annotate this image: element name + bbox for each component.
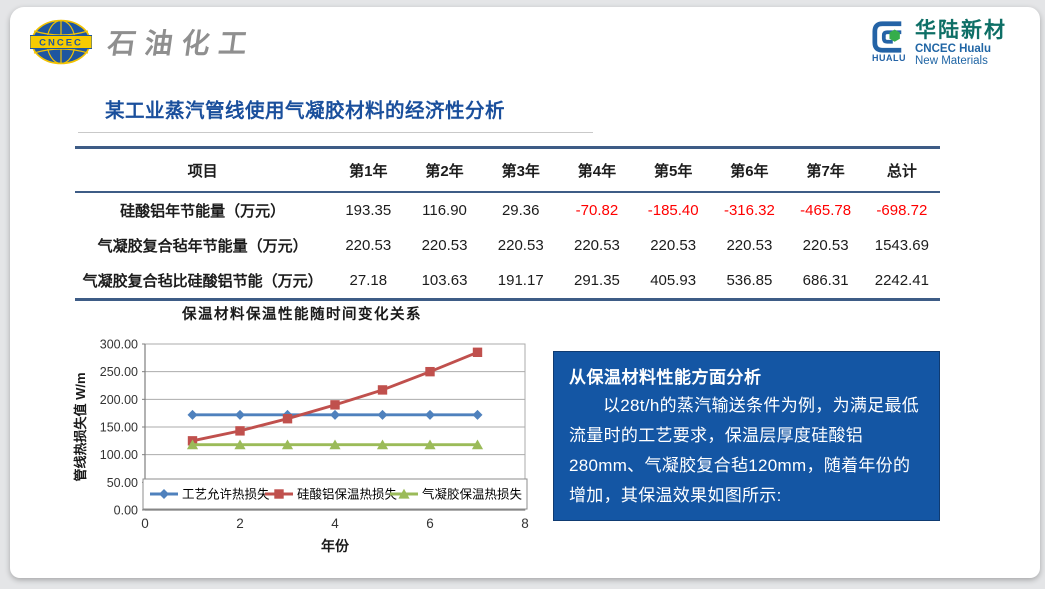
- svg-text:200.00: 200.00: [100, 393, 138, 407]
- table-value-cell: 536.85: [726, 272, 773, 289]
- title-underline: [78, 132, 593, 133]
- table-value-cell: 686.31: [802, 272, 849, 289]
- svg-text:250.00: 250.00: [100, 365, 138, 379]
- chart-legend: 工艺允许热损失 硅酸铝保温热损失 气凝胶保温热损失: [142, 478, 528, 510]
- table-value-cell: 29.36: [501, 202, 540, 219]
- table-value-cell: 220.53: [497, 237, 544, 254]
- cncec-acronym: CNCEC: [39, 38, 83, 49]
- table-value-cell: -185.40: [647, 202, 699, 219]
- table-value-cell: -698.72: [876, 202, 928, 219]
- svg-text:150.00: 150.00: [100, 421, 138, 435]
- table-header-cell: 第4年: [558, 147, 636, 193]
- chart-series: [187, 347, 483, 446]
- page-title: 某工业蒸汽管线使用气凝胶材料的经济性分析: [105, 100, 506, 122]
- table-value-cell: -316.32: [723, 202, 775, 219]
- svg-text:50.00: 50.00: [107, 476, 138, 490]
- hualu-bracket-icon: [872, 21, 902, 53]
- table-value-cell: 103.63: [421, 272, 468, 289]
- table-header-cell: 第5年: [635, 147, 712, 193]
- table-value-cell: 405.93: [650, 272, 697, 289]
- table-value-cell: 193.35: [345, 202, 392, 219]
- hualu-logo-block: HUALU 华陆新材 CNCEC Hualu New Materials: [870, 19, 1007, 68]
- petrochemical-brand-text: 石油化工: [105, 28, 258, 59]
- table-value-cell: 2242.41: [874, 272, 929, 289]
- y-axis-ticks: 0.00 50.00 100.00 150.00 200.00 250.00 300.00: [100, 338, 145, 518]
- table-row: 气凝胶复合毡比硅酸铝节能（万元） 27.18 103.63 191.17 291.35 4…: [75, 263, 940, 300]
- chart-title: 保温材料保温性能随时间变化关系: [182, 306, 422, 323]
- table-header-cell: 第1年: [330, 147, 407, 193]
- chart-series: [187, 409, 483, 420]
- table-row: 气凝胶复合毡年节能量（万元） 220.53 220.53 220.53 220.53 22…: [75, 228, 940, 263]
- svg-text:气凝胶保温热损失: 气凝胶保温热损失: [422, 487, 523, 502]
- svg-text:硅酸铝保温热损失: 硅酸铝保温热损失: [297, 487, 398, 502]
- table-value-cell: 27.18: [349, 272, 388, 289]
- cncec-logo-block: CNCEC 石油化工: [30, 18, 258, 66]
- svg-text:6: 6: [426, 516, 434, 531]
- table-value-cell: -465.78: [800, 202, 852, 219]
- hualu-text-block: 华陆新材 CNCEC Hualu New Materials: [915, 19, 1007, 68]
- table-value-cell: 220.53: [345, 237, 392, 254]
- table-header-cell: 第7年: [787, 147, 864, 193]
- table-row: 硅酸铝年节能量（万元） 193.35 116.90 29.36 -70.82 -185.4…: [75, 192, 940, 228]
- table-header-cell: 第6年: [711, 147, 788, 193]
- table-value-cell: -70.82: [575, 202, 619, 219]
- table-header-cell: 第2年: [406, 147, 483, 193]
- row-label-cell: 硅酸铝年节能量（万元）: [120, 203, 286, 220]
- table-value-cell: 291.35: [574, 272, 620, 289]
- hualu-mark: HUALU: [870, 20, 908, 63]
- table-value-cell: 1543.69: [874, 237, 929, 254]
- svg-text:0.00: 0.00: [114, 504, 138, 518]
- table-header-cell: 项目: [75, 147, 331, 193]
- analysis-info-box: 从保温材料性能方面分析 以28t/h的蒸汽输送条件为例，为满足最低流量时的工艺要…: [553, 351, 940, 521]
- x-axis-label: 年份: [321, 538, 350, 555]
- row-label-cell: 气凝胶复合毡年节能量（万元）: [97, 238, 308, 255]
- svg-text:2: 2: [236, 516, 244, 531]
- table-header-cell: 总计: [863, 147, 940, 193]
- y-axis-label: 管线热损失值 W/m: [73, 372, 88, 481]
- hualu-en-name: CNCEC Hualu: [915, 42, 992, 55]
- insulation-chart-block: 保温材料保温性能随时间变化关系 0.00 50.00 100.00 150.00 200…: [72, 303, 534, 561]
- hualu-wordmark: HUALU: [872, 53, 906, 63]
- svg-text:300.00: 300.00: [100, 338, 138, 352]
- svg-text:4: 4: [331, 516, 339, 531]
- cncec-globe-icon: CNCEC: [30, 19, 92, 65]
- economics-table: 项目 第1年 第2年 第3年 第4年 第5年 第6年 第7年 总计硅酸铝年节能量（万元） 193.…: [75, 146, 940, 301]
- table-value-cell: 220.53: [421, 237, 468, 254]
- hualu-cn-name: 华陆新材: [915, 19, 1007, 42]
- table-value-cell: 220.53: [802, 237, 849, 254]
- x-axis-ticks: 0 2 4 6 8: [141, 516, 529, 531]
- table-header-row: 项目 第1年 第2年 第3年 第4年 第5年 第6年 第7年 总计: [75, 147, 940, 193]
- table-value-cell: 220.53: [574, 237, 620, 254]
- table-header-cell: 第3年: [482, 147, 559, 193]
- svg-text:8: 8: [521, 516, 529, 531]
- insulation-performance-chart: 0.0050.00100.00150.00200.00250.00300.000…: [73, 338, 529, 556]
- row-label-cell: 气凝胶复合毡比硅酸铝节能（万元）: [82, 273, 323, 290]
- table-value-cell: 220.53: [650, 237, 697, 254]
- info-box-body: 以28t/h的蒸汽输送条件为例，为满足最低流量时的工艺要求，保温层厚度硅酸铝28…: [569, 396, 920, 505]
- table-value-cell: 191.17: [497, 272, 544, 289]
- info-box-heading: 从保温材料性能方面分析: [569, 368, 762, 387]
- table-value-cell: 116.90: [422, 202, 467, 219]
- svg-text:工艺允许热损失: 工艺允许热损失: [182, 487, 270, 502]
- chart-series: [186, 439, 484, 450]
- hualu-en-subname: New Materials: [915, 55, 988, 68]
- svg-text:100.00: 100.00: [100, 448, 138, 462]
- svg-text:0: 0: [141, 516, 149, 531]
- table-value-cell: 220.53: [726, 237, 773, 254]
